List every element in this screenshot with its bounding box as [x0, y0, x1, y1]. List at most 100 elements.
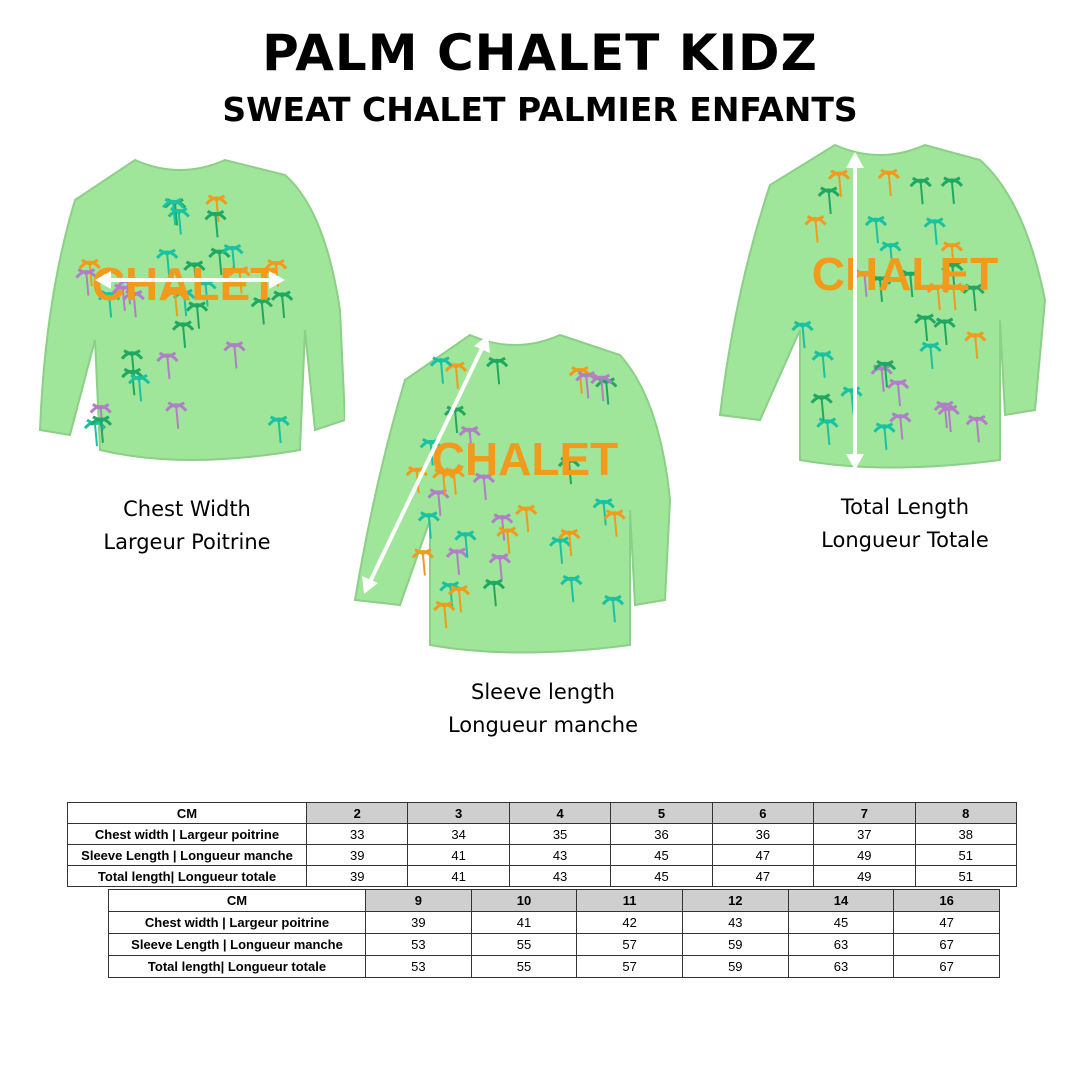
- row-label: Chest width | Largeur poitrine: [108, 911, 366, 934]
- palm-tree-icon: [879, 241, 902, 269]
- palm-tree-icon: [873, 359, 897, 388]
- size-table-9-to-16: CM 9 10 11 12 14 16 Chest width | Largeur poitr…: [108, 889, 1000, 978]
- palm-tree-icon: [411, 548, 435, 576]
- table-cell: 39: [305, 865, 409, 887]
- palm-tree-icon: [156, 248, 179, 277]
- chalet-print: CHALET: [812, 248, 999, 300]
- table-cell: 63: [787, 933, 895, 956]
- palm-tree-icon: [557, 456, 581, 485]
- table-cell: 39: [365, 911, 472, 934]
- table-cell: 35: [508, 823, 612, 845]
- chalet-print: CHALET: [432, 433, 619, 485]
- row-label: Chest width | Largeur poitrine: [67, 823, 307, 845]
- palm-tree-icon: [162, 197, 185, 226]
- palm-tree-icon: [89, 415, 113, 443]
- palm-tree-icon: [817, 186, 840, 214]
- size-header: 8: [914, 802, 1018, 824]
- unit-header: CM: [108, 889, 366, 912]
- table-cell: 51: [914, 844, 1018, 866]
- table-row: Chest width | Largeur poitrine 39 41 42 43 45…: [108, 911, 1000, 934]
- palm-tree-icon: [603, 509, 626, 537]
- palm-tree-icon: [205, 194, 228, 223]
- size-header: 3: [407, 802, 510, 824]
- palm-tree-icon: [868, 274, 892, 302]
- sweater-chest-width-image: CHALET: [38, 158, 345, 461]
- palm-tree-icon: [937, 404, 960, 433]
- palm-tree-icon: [156, 351, 179, 380]
- table-cell: 55: [470, 933, 578, 956]
- palm-tree-icon: [962, 283, 985, 312]
- arrow-head-right: [269, 271, 285, 289]
- table-cell: 45: [787, 911, 895, 934]
- palm-tree-icon: [171, 320, 195, 348]
- palm-tree-icon: [899, 269, 922, 298]
- palm-tree-icon: [167, 207, 190, 235]
- palm-pattern: [791, 168, 988, 450]
- table-cell: 57: [576, 933, 683, 956]
- palm-tree-icon: [454, 530, 477, 558]
- palm-tree-icon: [909, 176, 932, 205]
- table-cell: 63: [787, 955, 895, 978]
- table-cell: 47: [711, 865, 815, 887]
- palm-tree-icon: [889, 412, 912, 440]
- palm-tree-icon: [964, 331, 987, 359]
- palm-tree-icon: [864, 215, 888, 244]
- size-header: 6: [711, 802, 815, 824]
- palm-tree-icon: [940, 176, 964, 204]
- palm-tree-icon: [458, 425, 481, 454]
- palm-tree-icon: [432, 468, 455, 496]
- palm-tree-icon: [165, 401, 188, 429]
- arrow-head-top: [846, 152, 864, 168]
- sleeve-length-label: Sleeve length Longueur manche: [393, 676, 693, 742]
- palm-tree-icon: [496, 526, 519, 554]
- size-header: 11: [576, 889, 683, 912]
- sleeve-length-label-en: Sleeve length: [471, 680, 615, 704]
- size-header: 5: [610, 802, 713, 824]
- table-cell: 51: [914, 865, 1018, 887]
- size-header: 14: [787, 889, 895, 912]
- palm-tree-icon: [804, 215, 827, 243]
- arrow-head-top: [474, 335, 490, 353]
- total-length-label-en: Total Length: [840, 495, 970, 519]
- palm-tree-icon: [163, 288, 187, 317]
- table-cell: 36: [711, 823, 815, 845]
- sweater-sleeve-length-image: CHALET: [353, 333, 672, 654]
- table-cell: 47: [711, 844, 815, 866]
- palm-tree-icon: [78, 258, 101, 287]
- table-cell: 45: [610, 844, 713, 866]
- table-cell: 36: [610, 823, 713, 845]
- unit-header: CM: [67, 802, 307, 824]
- size-header: 2: [305, 802, 409, 824]
- table-cell: 59: [681, 955, 789, 978]
- chest-width-label-en: Chest Width: [123, 497, 251, 521]
- sweater-body: [718, 143, 1047, 469]
- palm-tree-icon: [223, 341, 246, 369]
- size-header: 12: [681, 889, 789, 912]
- size-table-2-to-8: CM 2 3 4 5 6 7 8 Chest width | Largeur poitrine 3…: [67, 802, 1018, 887]
- table-cell: 57: [576, 955, 683, 978]
- palm-tree-icon: [515, 504, 538, 533]
- chalet-print: CHALET: [92, 258, 279, 310]
- palm-pattern: [75, 194, 294, 447]
- palm-tree-icon: [250, 297, 273, 325]
- palm-tree-icon: [548, 536, 572, 564]
- palm-pattern: [405, 356, 626, 629]
- total-length-label: Total Length Longueur Totale: [755, 491, 1055, 557]
- palm-tree-icon: [221, 244, 244, 272]
- size-header: 7: [813, 802, 916, 824]
- row-label: Total length| Longueur totale: [108, 955, 366, 978]
- arrow-head-bottom: [846, 454, 864, 470]
- table-row: Total length| Longueur totale 39 41 43 45 47 4…: [67, 865, 1018, 887]
- palm-tree-icon: [75, 268, 98, 296]
- palm-tree-icon: [923, 217, 946, 245]
- palm-tree-icon: [482, 578, 506, 607]
- palm-tree-icon: [485, 356, 509, 385]
- palm-tree-icon: [811, 350, 834, 378]
- table-cell: 41: [407, 865, 510, 887]
- table-cell: 33: [305, 823, 409, 845]
- sweater-total-length-image: CHALET: [718, 143, 1047, 470]
- palm-tree-icon: [127, 373, 151, 402]
- table-cell: 43: [508, 844, 612, 866]
- palm-tree-icon: [185, 301, 209, 329]
- chest-width-label: Chest Width Largeur Poitrine: [37, 493, 337, 559]
